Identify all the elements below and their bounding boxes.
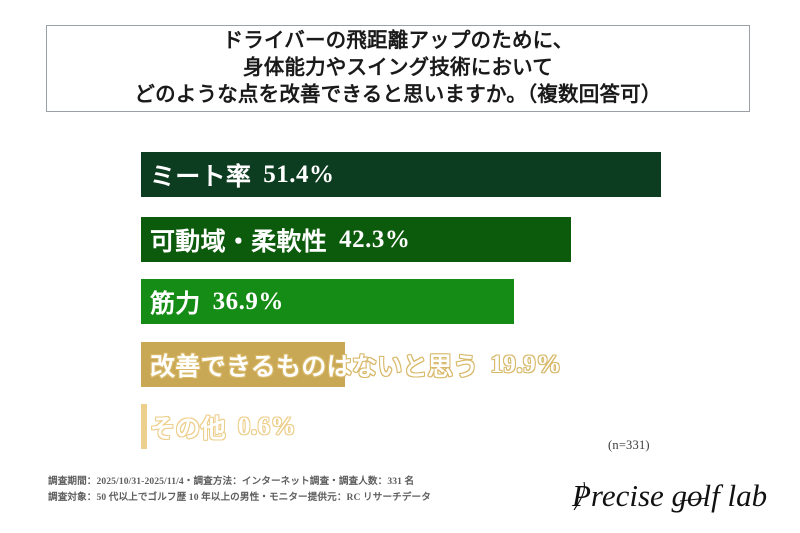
logo-underline-icon xyxy=(679,497,709,502)
bar-fill-kadoiki-junansei xyxy=(141,217,571,262)
chart-title-line-3: どのような点を改善できると思いますか。（複数回答可） xyxy=(134,84,662,107)
bar-label-kinryoku: 筋力 36.9% xyxy=(150,279,284,324)
bar-fill-kinryoku xyxy=(141,279,514,324)
precise-golf-lab-logo: Precise golf lab xyxy=(568,468,768,520)
bar-label-meet-ritsu: ミート率 51.4% xyxy=(150,152,334,197)
sample-size-label: (n=331) xyxy=(608,438,650,452)
bar-label-kaizen-dekinai: 改善できるものはないと思う 19.9% xyxy=(149,342,562,387)
chart-title-line-2: 身体能力やスイング技術において xyxy=(243,56,553,79)
bar-fill-kaizen-dekinai xyxy=(141,342,345,387)
bar-value-kadoiki-junansei: 42.3% xyxy=(339,225,411,253)
bar-fill-meet-ritsu xyxy=(141,152,661,197)
bar-value-meet-ritsu: 51.4% xyxy=(263,160,335,188)
logo-flourish-icon xyxy=(573,481,586,511)
footnote-line-1: 調査期間：2025/10/31-2025/11/4・調査方法：インターネット調査… xyxy=(48,476,415,487)
bar-category-kadoiki-junansei: 可動域・柔軟性 xyxy=(150,228,328,256)
logo-text: Precise golf lab xyxy=(571,478,767,513)
chart-title-line-1: ドライバーの飛距離アップのために、 xyxy=(222,29,574,52)
bar-fill-sonota xyxy=(141,404,147,449)
bar-label-sonota: その他 0.6% xyxy=(149,404,297,449)
bar-category-kinryoku: 筋力 xyxy=(150,290,201,318)
bar-value-kaizen-dekinai: 19.9% xyxy=(490,350,562,379)
logo-script-mark: Precise golf lab xyxy=(571,478,767,513)
bar-label-kadoiki-junansei: 可動域・柔軟性 42.3% xyxy=(150,217,410,262)
bar-value-sonota: 0.6% xyxy=(237,412,297,441)
chart-title-box: ドライバーの飛距離アップのために、 身体能力やスイング技術において どのような点… xyxy=(46,25,750,112)
survey-footnote: 調査期間：2025/10/31-2025/11/4・調査方法：インターネット調査… xyxy=(48,474,468,506)
bar-category-kaizen-dekinai: 改善できるものはないと思う xyxy=(149,353,479,382)
bar-category-sonota: その他 xyxy=(149,415,226,444)
bar-category-meet-ritsu: ミート率 xyxy=(150,163,252,191)
bar-value-kinryoku: 36.9% xyxy=(212,287,284,315)
footnote-line-2: 調査対象：50 代以上でゴルフ歴 10 年以上の男性・モニター提供元：RC リサ… xyxy=(48,491,431,503)
